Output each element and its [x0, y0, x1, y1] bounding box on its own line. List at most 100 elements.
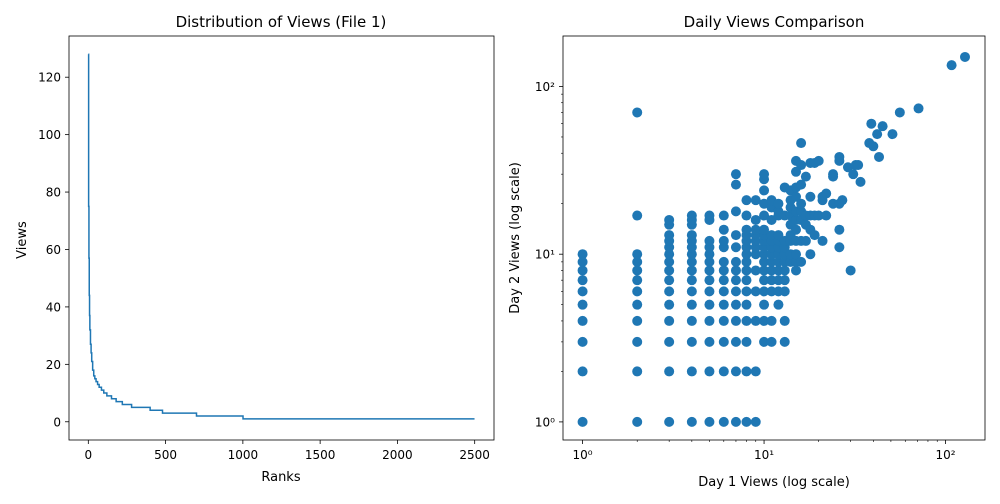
scatter-point [632, 107, 643, 118]
scatter-point [577, 265, 588, 276]
scatter-point [837, 195, 848, 206]
scatter-point [779, 336, 790, 347]
scatter-point [887, 129, 898, 140]
scatter-point [704, 299, 715, 310]
scatter-point [577, 315, 588, 326]
scatter-point [759, 336, 770, 347]
scatter-point [791, 191, 802, 202]
scatter-point [718, 210, 729, 221]
scatter-point [741, 275, 752, 286]
scatter-point [718, 275, 729, 286]
scatter-point [800, 171, 811, 182]
scatter-point [577, 416, 588, 427]
scatter-point [730, 206, 741, 217]
scatter-point [632, 249, 643, 260]
scatter-point [845, 265, 856, 276]
scatter-point [759, 224, 770, 235]
scatter-point [796, 198, 807, 209]
scatter-point [577, 286, 588, 297]
scatter-point [741, 416, 752, 427]
scatter-point [632, 299, 643, 310]
scatter-point [759, 299, 770, 310]
scatter-point [577, 249, 588, 260]
scatter-point [834, 224, 845, 235]
scatter-point [730, 336, 741, 347]
scatter-point [779, 265, 790, 276]
scatter-point [704, 210, 715, 221]
scatter-point [759, 286, 770, 297]
scatter-point [741, 265, 752, 276]
scatter-point [750, 224, 761, 235]
views-line-series [87, 53, 475, 420]
left-chart-title: Distribution of Views (File 1) [176, 13, 387, 31]
left-x-tick-label: 2500 [459, 448, 490, 462]
scatter-point [809, 230, 820, 241]
scatter-point [730, 265, 741, 276]
left-y-tick-label: 60 [46, 243, 61, 257]
scatter-point [730, 256, 741, 267]
scatter-point [664, 275, 675, 286]
right-y-tick-label: 10⁰ [535, 415, 555, 429]
scatter-point [664, 416, 675, 427]
scatter-point [791, 265, 802, 276]
scatter-point [759, 315, 770, 326]
scatter-point [834, 242, 845, 253]
left-x-axis-label: Ranks [261, 470, 300, 485]
left-plot-area [87, 53, 475, 420]
left-y-tick-label: 20 [46, 358, 61, 372]
scatter-point [866, 118, 877, 129]
right-y-tick-label: 10² [535, 80, 555, 94]
scatter-point [704, 366, 715, 377]
scatter-point [741, 286, 752, 297]
right-y-tick-label: 10¹ [535, 248, 555, 262]
scatter-point [632, 275, 643, 286]
scatter-point [686, 249, 697, 260]
scatter-point [704, 286, 715, 297]
scatter-point [946, 60, 957, 71]
scatter-point [686, 265, 697, 276]
left-y-tick-label: 80 [46, 186, 61, 200]
scatter-point [834, 151, 845, 162]
scatter-point [718, 256, 729, 267]
left-y-tick-label: 40 [46, 300, 61, 314]
scatter-point [730, 179, 741, 190]
left-y-axis-label: Views [15, 221, 30, 259]
scatter-point [704, 265, 715, 276]
scatter-point [718, 366, 729, 377]
scatter-point [872, 129, 883, 140]
scatter-point [686, 210, 697, 221]
scatter-point [759, 169, 770, 180]
scatter-point [718, 336, 729, 347]
right-y-axis-label: Day 2 Views (log scale) [508, 162, 523, 314]
left-x-tick-label: 1500 [305, 448, 336, 462]
left-x-tick-label: 0 [84, 448, 92, 462]
scatter-point [741, 249, 752, 260]
scatter-point [632, 416, 643, 427]
scatter-point [664, 336, 675, 347]
scatter-point [577, 299, 588, 310]
scatter-point [704, 416, 715, 427]
left-y-tick-label: 0 [53, 415, 61, 429]
scatter-point [718, 235, 729, 246]
scatter-point [632, 265, 643, 276]
scatter-point [664, 214, 675, 225]
scatter-point [813, 210, 824, 221]
scatter-point [766, 256, 777, 267]
scatter-point [913, 103, 924, 114]
scatter-point [704, 315, 715, 326]
scatter-point [686, 230, 697, 241]
scatter-point [853, 160, 864, 171]
scatter-point [577, 256, 588, 267]
scatter-point [730, 299, 741, 310]
scatter-point [632, 315, 643, 326]
scatter-chart-panel: Daily Views Comparison Day 1 Views (log … [508, 13, 986, 490]
scatter-point [730, 315, 741, 326]
scatter-point [632, 286, 643, 297]
scatter-point [779, 315, 790, 326]
scatter-point [750, 265, 761, 276]
scatter-point [577, 366, 588, 377]
scatter-point [779, 286, 790, 297]
left-x-tick-label: 500 [154, 448, 177, 462]
